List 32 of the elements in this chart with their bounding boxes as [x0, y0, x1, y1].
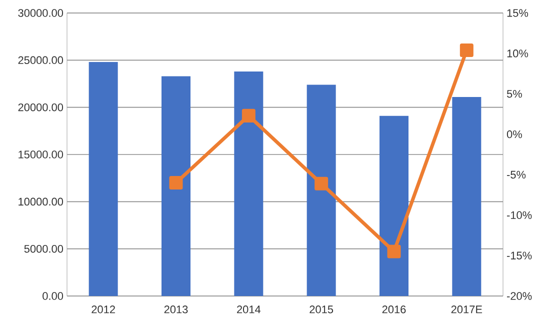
- y-tick-label: 20000.00: [18, 103, 64, 112]
- y-tick-label: 30000.00: [18, 9, 64, 17]
- bar: [88, 62, 118, 296]
- y2-tick-label: 15%: [507, 9, 528, 17]
- point: [460, 43, 474, 57]
- y2-tick-label: -15%: [507, 252, 532, 260]
- y-tick-label: 5000.00: [24, 244, 64, 253]
- bar: [452, 96, 482, 296]
- y-tick-label: 15000.00: [18, 150, 64, 158]
- y2-tick-label: 0%: [506, 130, 522, 138]
- x-tick-label: 2012: [92, 306, 115, 314]
- y2-tick-label: 5%: [506, 90, 522, 98]
- y-tick-label: 10000.00: [18, 198, 64, 206]
- bar: [306, 84, 336, 296]
- y-tick-label: 25000.00: [18, 56, 64, 64]
- x-tick-label: 2015: [310, 306, 334, 314]
- y2-tick-label: -10%: [507, 211, 532, 220]
- bar: [162, 76, 190, 296]
- x-tick-label: 2014: [237, 306, 261, 314]
- x-tick-label: 2013: [164, 306, 188, 314]
- y-tick-label: 0.00: [42, 292, 64, 300]
- y2-tick-label: -20%: [507, 292, 532, 300]
- point: [169, 176, 183, 190]
- point: [314, 176, 328, 190]
- x-tick-label: 2017E: [451, 306, 482, 314]
- y2-tick-label: 10%: [507, 50, 528, 58]
- bar: [380, 116, 408, 296]
- x-tick-label: 2016: [382, 306, 406, 314]
- point: [242, 108, 256, 122]
- point: [387, 244, 401, 258]
- y2-tick-label: -5%: [507, 170, 526, 179]
- bar: [234, 71, 264, 296]
